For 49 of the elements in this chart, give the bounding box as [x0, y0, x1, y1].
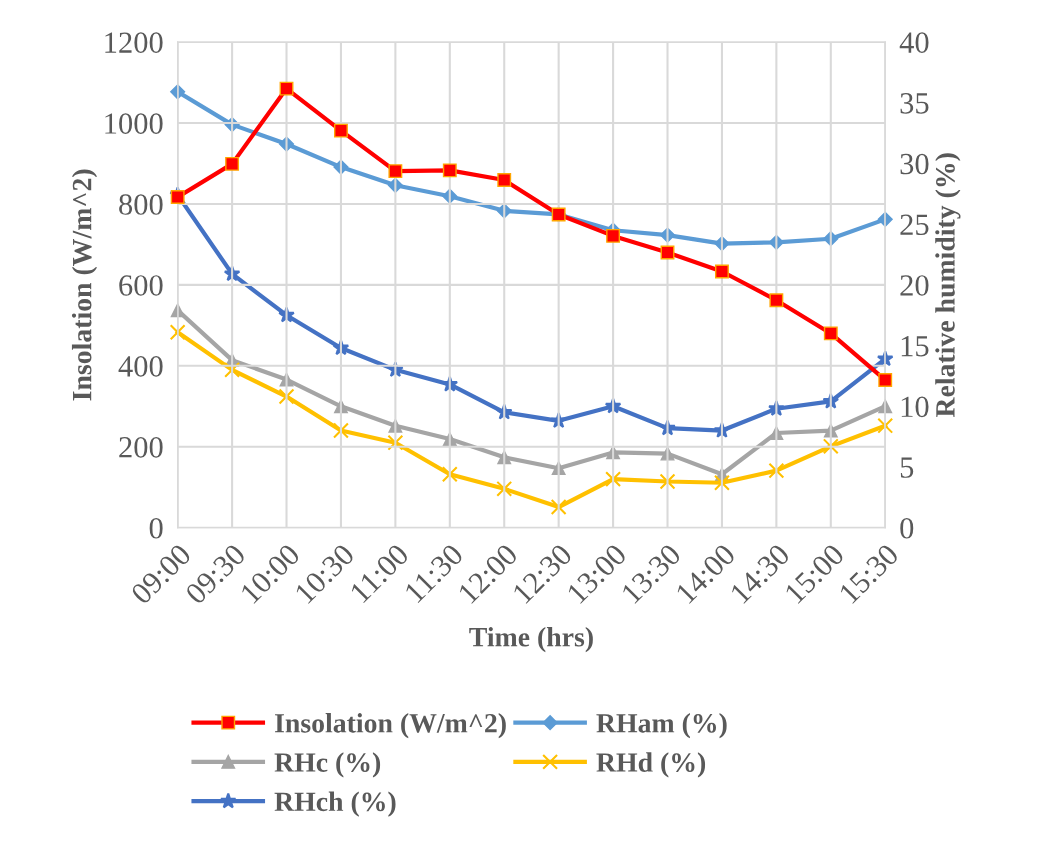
legend-label: RHc (%): [274, 752, 381, 778]
x-axis-title: Time (hrs): [469, 627, 593, 653]
y2-tick-label: 25: [900, 214, 929, 236]
point: [877, 417, 894, 434]
y2-axis-title: Relative humidity (%): [935, 153, 961, 418]
point: [878, 373, 893, 387]
point: [496, 480, 513, 497]
point: [823, 326, 838, 341]
y-tick-label: 800: [119, 194, 163, 215]
y2-tick-label: 10: [901, 396, 929, 418]
point: [225, 156, 240, 171]
point: [387, 434, 404, 451]
legend-label: Insolation (W/m^2): [275, 713, 506, 739]
legend-label: RHam (%): [596, 713, 727, 739]
y-tick-label: 1200: [105, 32, 163, 53]
point: [605, 471, 622, 488]
y2-tick-label: 40: [899, 32, 929, 53]
y2-tick-label: 20: [900, 275, 929, 296]
legend-label: RHd (%): [596, 752, 706, 778]
y2-tick-label: 30: [900, 153, 929, 175]
point: [713, 474, 730, 491]
y-tick-label: 0: [149, 517, 163, 539]
point: [497, 173, 512, 187]
y-axis-title: Insolation (W/m^2): [71, 169, 98, 401]
y2-tick-label: 15: [901, 335, 929, 357]
point: [334, 123, 348, 138]
point: [659, 473, 676, 490]
y-tick-label: 600: [119, 275, 163, 296]
y2-tick-label: 0: [900, 517, 914, 539]
point: [768, 462, 785, 479]
point: [332, 422, 349, 439]
y-tick-label: 1000: [105, 113, 163, 134]
point: [442, 163, 457, 178]
point: [715, 264, 729, 279]
point: [170, 190, 185, 204]
point: [822, 438, 839, 455]
y2-tick-label: 5: [900, 457, 914, 478]
point: [606, 228, 621, 243]
point: [769, 293, 784, 308]
point: [169, 324, 186, 341]
y2-tick-label: 35: [900, 93, 929, 114]
point: [441, 466, 458, 483]
point: [278, 388, 295, 405]
legend-label: RHch (%): [274, 791, 396, 817]
point: [388, 164, 403, 179]
y-tick-label: 200: [119, 437, 163, 458]
y-tick-label: 400: [118, 356, 163, 377]
point: [279, 81, 294, 96]
point: [550, 499, 567, 516]
